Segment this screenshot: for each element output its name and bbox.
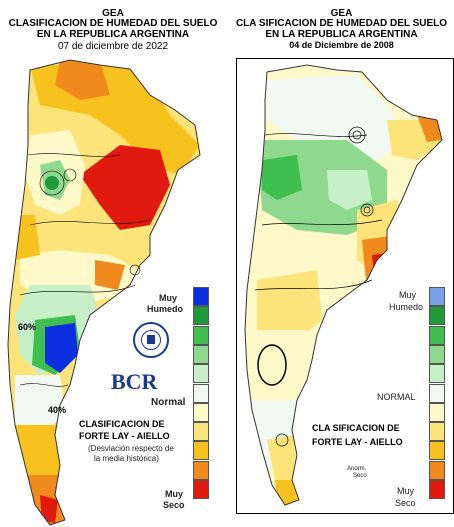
legend-very-wet-label-2-2008: Humedo — [389, 302, 424, 312]
title-gea: GEA — [102, 8, 124, 19]
legend-2008-swatch-1 — [429, 287, 445, 306]
legend-2008-swatch-7 — [429, 402, 445, 422]
map-date-2008: 04 de Diciembre de 2008 — [289, 40, 394, 50]
legend-2022-swatch-2 — [193, 306, 209, 326]
contour-label-40: 40% — [48, 405, 66, 415]
legend-very-dry-label-1: Muy — [165, 489, 183, 499]
legend-2008-swatch-9 — [429, 441, 445, 461]
anomaly-label-1: Anorm. — [347, 466, 367, 472]
method-line-2-2008: FORTE LAY - AIELLO — [312, 437, 403, 447]
legend-2022-swatch-8 — [193, 422, 209, 442]
map-date: 07 de diciembre de 2022 — [57, 41, 169, 52]
legend-2008-swatch-4 — [429, 344, 445, 364]
note-line-2: la media histórica) — [94, 454, 159, 463]
legend-2022-swatch-11 — [193, 480, 209, 499]
legend-very-wet-label-2: Humedo — [147, 304, 183, 314]
title-classification: CLASIFICACION DE HUMEDAD DEL SUELO — [8, 18, 218, 29]
bcr-seal-icon — [133, 322, 169, 358]
method-line-1-2008: CLA SIFICACION DE — [312, 423, 400, 433]
soil-moisture-map-2008 — [244, 64, 443, 506]
soil-moisture-map-2022: 60% 40% — [7, 59, 201, 526]
legend-normal-label: Normal — [151, 397, 186, 408]
legend-normal-label-2008: NORMAL — [377, 392, 416, 402]
legend-very-dry-label-2-2008: Seco — [395, 498, 416, 508]
bcr-logo-text: BCR — [111, 369, 158, 394]
method-line-2: FORTE LAY - AIELLO — [79, 431, 170, 441]
legend-2022-swatch-10 — [193, 460, 209, 480]
legend-2008-swatch-8 — [429, 422, 445, 442]
title-country-2008: EN LA REPUBLICA ARGENTINA — [265, 29, 418, 40]
title-classification-2008: CLA SIFICACION DE HUMEDAD DEL SUELO — [235, 18, 448, 29]
contour-label-60: 60% — [18, 322, 36, 332]
legend-very-wet-label-1: Muy — [159, 293, 177, 303]
legend-2022-swatch-6 — [193, 383, 209, 403]
legend-2022-swatch-9 — [193, 441, 209, 461]
legend-2008-swatch-2 — [429, 306, 445, 326]
legend-very-wet-label-1-2008: Muy — [399, 290, 417, 300]
legend-2022-swatch-1 — [193, 287, 209, 306]
legend-2008-swatch-5 — [429, 364, 445, 384]
title-gea-2008: GEA — [330, 8, 353, 19]
legend-2022-swatch-4 — [193, 344, 209, 364]
legend-2008-swatch-6 — [429, 383, 445, 403]
title-country: EN LA REPUBLICA ARGENTINA — [36, 29, 190, 40]
legend-2008-swatch-10 — [429, 460, 445, 480]
map-panel-2008: GEA CLA SIFICACION DE HUMEDAD DEL SUELO … — [229, 0, 454, 527]
note-line-1: (Desviación respecto de — [88, 444, 174, 453]
anomaly-label-2: Seco — [353, 473, 367, 479]
legend-very-dry-label-1-2008: Muy — [397, 486, 415, 496]
legend-2008-swatch-11 — [429, 480, 445, 499]
map-panel-2022: GEA CLASIFICACION DE HUMEDAD DEL SUELO E… — [0, 0, 226, 527]
legend-very-dry-label-2: Seco — [163, 500, 185, 510]
legend-2022-swatch-3 — [193, 325, 209, 345]
legend-2022-swatch-7 — [193, 402, 209, 422]
legend-2008-swatch-3 — [429, 325, 445, 345]
legend-2022-swatch-5 — [193, 364, 209, 384]
method-line-1: CLASIFICACION DE — [79, 419, 165, 429]
